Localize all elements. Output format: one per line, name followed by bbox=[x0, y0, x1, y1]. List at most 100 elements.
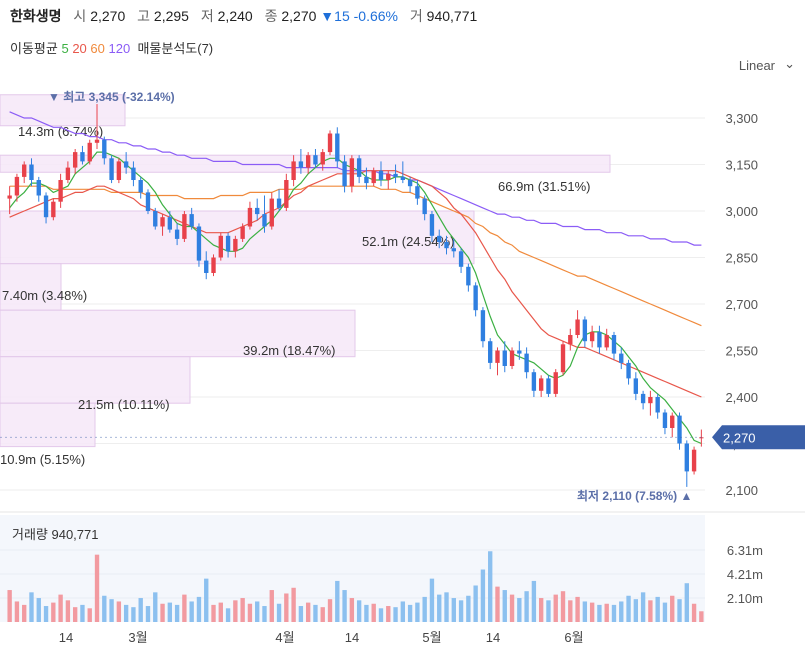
open-label: 시 bbox=[73, 8, 87, 24]
change-value: ▼15 bbox=[320, 8, 350, 24]
volume-bar bbox=[677, 599, 682, 622]
candle-body bbox=[342, 161, 347, 187]
volume-bar bbox=[167, 602, 173, 622]
volume-profile-legend[interactable]: 매물분석도(7) bbox=[137, 41, 214, 56]
scale-selector[interactable]: Linear bbox=[738, 58, 775, 73]
volume-bar bbox=[182, 594, 187, 622]
volume-bar bbox=[386, 606, 391, 622]
candle-body bbox=[553, 372, 558, 394]
volume-bar bbox=[72, 607, 78, 622]
x-tick-label: 6월 bbox=[564, 630, 583, 645]
volume-bar bbox=[298, 606, 304, 622]
y-tick-label: 2,100 bbox=[725, 483, 758, 498]
candle-body bbox=[524, 353, 529, 373]
candle-body bbox=[604, 335, 609, 348]
candle-body bbox=[131, 167, 136, 180]
volume-profile-bar bbox=[0, 94, 126, 127]
volume-bar bbox=[43, 606, 49, 622]
volume-bar bbox=[51, 602, 56, 622]
y-tick-label: 2,850 bbox=[725, 251, 758, 266]
candle-body bbox=[437, 235, 442, 242]
stock-name: 한화생명 bbox=[10, 8, 62, 24]
candle-body bbox=[531, 372, 537, 391]
candle-body bbox=[429, 214, 435, 236]
candle-body bbox=[123, 161, 129, 168]
volume-bar bbox=[320, 607, 325, 622]
volume-bar bbox=[502, 590, 507, 622]
candle-body bbox=[422, 198, 427, 215]
candle-body bbox=[677, 415, 682, 444]
volume-bar bbox=[655, 596, 660, 622]
candle-body bbox=[204, 260, 209, 273]
volume-bar bbox=[531, 580, 537, 622]
ma-legend[interactable]: 이동평균 5 20 60 120 매물분석도(7) bbox=[10, 38, 213, 57]
volume-bar bbox=[378, 608, 384, 622]
volume-bar bbox=[429, 578, 435, 622]
volume-label: 거 bbox=[409, 8, 423, 24]
candle-body bbox=[167, 217, 173, 230]
candle-body bbox=[655, 397, 660, 413]
volume-bar bbox=[619, 601, 624, 622]
ma120-legend: 120 bbox=[108, 41, 131, 56]
candle-body bbox=[502, 350, 507, 366]
candle-body bbox=[466, 266, 471, 286]
candle-body bbox=[211, 257, 216, 273]
volume-bar bbox=[116, 601, 122, 622]
candle-body bbox=[582, 319, 588, 342]
volume-bar bbox=[415, 602, 420, 622]
candle-body bbox=[80, 152, 85, 162]
volume-bar bbox=[204, 578, 209, 622]
candle-body bbox=[153, 211, 158, 227]
volume-profile-label: 10.9m (5.15%) bbox=[0, 452, 85, 467]
min-annotation: 최저 2,110 (7.58%) ▲ bbox=[577, 488, 692, 503]
volume-profile-bar bbox=[0, 402, 96, 448]
volume-bar bbox=[356, 600, 362, 622]
volume-bar bbox=[87, 608, 92, 622]
volume-bar bbox=[626, 595, 631, 622]
volume-bar bbox=[444, 592, 449, 622]
candle-body bbox=[626, 362, 631, 379]
volume-bar bbox=[160, 603, 165, 622]
candle-body bbox=[43, 195, 49, 218]
volume-bar bbox=[568, 600, 573, 622]
candle-body bbox=[109, 158, 114, 180]
volume-bar bbox=[342, 590, 347, 622]
candle-body bbox=[218, 235, 223, 258]
candle-body bbox=[648, 397, 653, 404]
candle-body bbox=[335, 133, 340, 162]
candle-body bbox=[233, 238, 238, 252]
y-tick-label: 2,550 bbox=[725, 344, 758, 359]
candle-body bbox=[182, 214, 187, 239]
volume-bar bbox=[196, 596, 202, 622]
volume-bar bbox=[589, 602, 595, 622]
volume-bar bbox=[633, 599, 639, 622]
candle-body bbox=[72, 152, 78, 168]
volume-bar bbox=[174, 604, 180, 622]
volume-bar bbox=[233, 600, 238, 622]
volume-bar bbox=[29, 592, 34, 622]
ma20-line bbox=[9, 170, 702, 398]
volume-bar bbox=[305, 602, 311, 622]
candle-body bbox=[488, 341, 493, 363]
volume-bar bbox=[218, 602, 223, 622]
volume-bar bbox=[662, 602, 668, 622]
volume-tick-label: 2.10m bbox=[727, 591, 763, 606]
candle-body bbox=[517, 350, 522, 354]
candle-body bbox=[589, 331, 595, 342]
candle-body bbox=[444, 242, 449, 249]
chevron-down-icon[interactable]: ⌄ bbox=[784, 56, 795, 71]
volume-bar bbox=[131, 607, 136, 622]
volume-bar bbox=[437, 594, 442, 622]
volume-bar bbox=[495, 586, 500, 622]
candle-body bbox=[269, 198, 274, 227]
volume-bar bbox=[400, 601, 406, 622]
candle-body bbox=[65, 167, 71, 180]
candle-body bbox=[473, 285, 478, 311]
volume-bar bbox=[473, 585, 478, 622]
candle-body bbox=[145, 192, 151, 211]
volume-bar bbox=[327, 599, 333, 622]
candle-body bbox=[684, 443, 689, 472]
open-value: 2,270 bbox=[90, 8, 126, 24]
volume-bar bbox=[371, 603, 376, 622]
